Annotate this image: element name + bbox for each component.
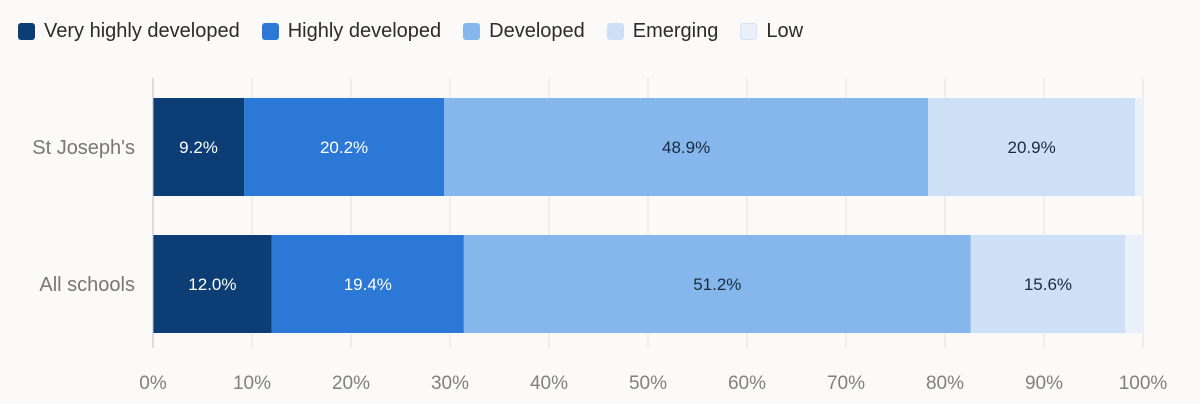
data-label: 48.9% <box>662 138 710 157</box>
legend-label: Developed <box>489 19 585 42</box>
legend-label: Emerging <box>632 19 719 42</box>
x-tick-label: 100% <box>1119 373 1168 394</box>
legend-swatch <box>18 22 35 40</box>
x-tick-label: 90% <box>1025 373 1063 394</box>
legend-swatch <box>740 22 758 40</box>
bar-segment-emerging-all-schools <box>970 235 1126 333</box>
data-label: 20.2% <box>320 138 368 157</box>
x-tick-label: 50% <box>629 373 667 394</box>
legend-item-very-highly-developed[interactable]: Very highly developed <box>18 20 240 43</box>
bar-segment-developed-st-joseph-s <box>444 98 929 196</box>
bar-segment-highly-developed-all-schools <box>271 235 464 333</box>
x-tick-label: 60% <box>728 373 766 394</box>
data-label: 51.2% <box>693 275 741 294</box>
legend-item-highly-developed[interactable]: Highly developed <box>261 19 442 43</box>
data-label: 20.9% <box>1008 138 1056 157</box>
legend-label: Very highly developed <box>44 19 240 42</box>
legend-item-emerging[interactable]: Emerging <box>606 19 719 43</box>
x-tick-label: 20% <box>332 373 370 394</box>
bar-segment-highly-developed-st-joseph-s <box>244 98 445 196</box>
data-label: 15.6% <box>1024 275 1072 294</box>
category-label: All schools <box>39 274 135 296</box>
bar-segment-very-highly-developed-all-schools <box>153 235 272 333</box>
data-label: 12.0% <box>188 275 236 294</box>
x-tick-label: 10% <box>233 373 271 394</box>
legend-item-developed[interactable]: Developed <box>463 20 585 43</box>
bar-segment-very-highly-developed-st-joseph-s <box>153 98 245 196</box>
legend-swatch <box>463 22 481 40</box>
legend-swatch <box>606 22 624 40</box>
legend-item-low[interactable]: Low <box>740 20 803 43</box>
data-label: 9.2% <box>179 138 218 157</box>
x-tick-label: 80% <box>926 373 964 394</box>
x-tick-label: 40% <box>530 373 568 394</box>
bar-segment-emerging-st-joseph-s <box>928 98 1136 196</box>
legend-label: Highly developed <box>287 19 442 42</box>
chart-legend: Very highly developed Highly developed Dev… <box>18 16 803 46</box>
bar-segment-low-all-schools <box>1125 235 1143 333</box>
bar-segment-developed-all-schools <box>463 235 971 333</box>
x-tick-label: 30% <box>431 373 469 394</box>
x-tick-label: 0% <box>139 373 167 394</box>
legend-label: Low <box>766 19 804 42</box>
data-label: 19.4% <box>344 275 392 294</box>
legend-swatch <box>261 22 279 40</box>
bar-segment-low-st-joseph-s <box>1135 98 1143 196</box>
category-label: St Joseph's <box>32 137 135 159</box>
x-tick-label: 70% <box>827 373 865 394</box>
